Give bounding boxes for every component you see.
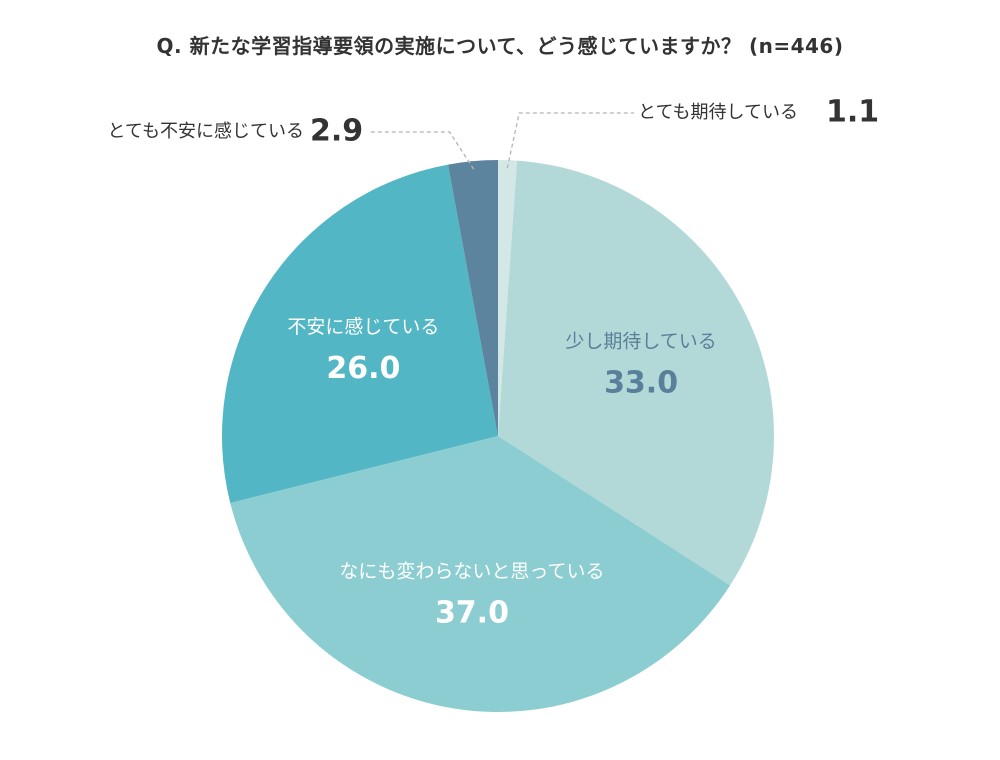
leader-line <box>506 112 634 169</box>
pie-slice <box>221 164 498 503</box>
leader-lines <box>370 112 634 170</box>
slice-value: 1.1 <box>826 95 879 130</box>
pie-slices <box>221 160 775 713</box>
pie-slice <box>498 160 518 436</box>
slice-label: なにも変わらないと思っている <box>339 560 604 582</box>
leader-line <box>370 131 475 170</box>
slice-label: とても不安に感じている <box>107 121 304 142</box>
pie-slice <box>498 160 775 586</box>
slice-value: 26.0 <box>326 351 400 386</box>
slice-value: 37.0 <box>435 595 509 630</box>
slice-label: 不安に感じている <box>287 316 439 338</box>
pie-slice <box>447 160 498 436</box>
chart-title: Q. 新たな学習指導要領の実施について、どう感じていますか？ (n=446) <box>156 34 844 58</box>
slice-value: 33.0 <box>604 366 678 401</box>
pie-slice <box>230 436 731 713</box>
slice-labels: とても期待している 1.1 少し期待している 33.0 なにも変わらないと思っている 37… <box>107 95 879 631</box>
slice-value: 2.9 <box>310 114 363 149</box>
slice-label: 少し期待している <box>565 331 716 353</box>
slice-label: とても期待している <box>638 102 798 123</box>
